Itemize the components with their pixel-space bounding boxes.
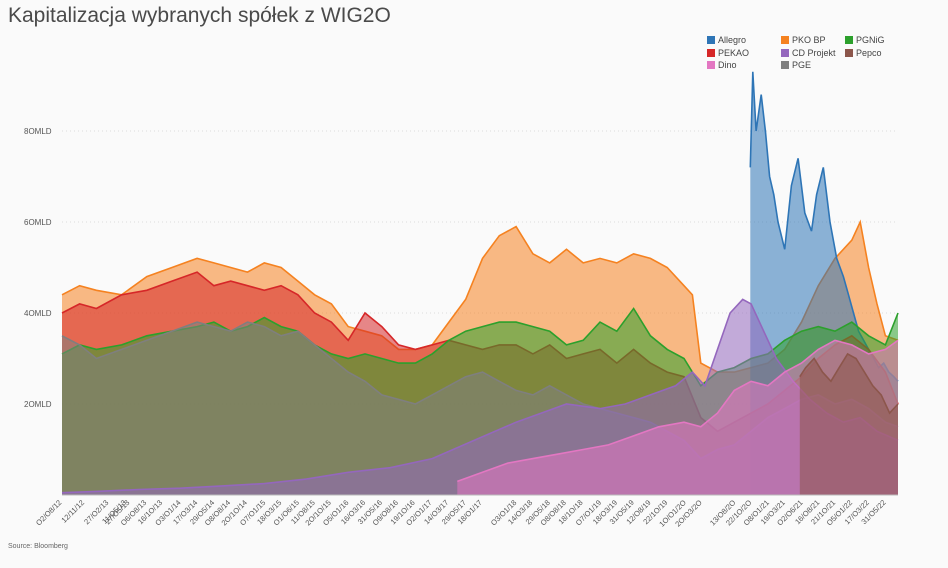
legend-swatch	[845, 36, 853, 44]
legend-swatch	[707, 36, 715, 44]
source-note: Source: Bloomberg	[8, 543, 68, 550]
legend-swatch	[845, 48, 853, 57]
series-line-pepco	[799, 352, 899, 415]
legend-item-cd-projekt: CD Projekt	[781, 48, 836, 59]
legend-swatch	[707, 61, 715, 69]
legend-label: PGE	[792, 60, 812, 70]
legend-label: PKO BP	[792, 35, 826, 45]
legend-item-pekao: PEKAO	[707, 48, 749, 59]
legend-swatch	[707, 48, 715, 57]
legend-swatch	[781, 61, 789, 69]
y-tick-label-1: 4OMLD	[24, 309, 52, 318]
legend-label: CD Projekt	[792, 47, 836, 58]
y-tick-label-3: 8OMLD	[24, 127, 52, 136]
x-tick-label-0: O2/O8/12	[34, 498, 63, 527]
series-area-dino	[457, 340, 898, 495]
legend-label: PEKAO	[718, 47, 750, 58]
legend-item-allegro: Allegro	[707, 35, 746, 46]
legend-item-pge: PGE	[781, 60, 811, 71]
chart-title: Kapitalizacja wybranych spółek z WIG2O	[8, 4, 391, 27]
series-area-pepco	[799, 353, 898, 495]
legend-item-pepco: Pepco	[845, 48, 882, 59]
legend-label: PGNiG	[856, 35, 885, 45]
series-line-dino	[457, 339, 899, 483]
legend-label: Pepco	[856, 47, 882, 58]
legend-label: Allegro	[718, 35, 747, 45]
legend-item-pko-bp: PKO BP	[781, 35, 826, 46]
legend-label: Dino	[718, 60, 737, 70]
y-tick-label-0: 2OMLD	[24, 400, 52, 409]
legend-swatch	[781, 36, 789, 44]
legend-item-dino: Dino	[707, 60, 737, 71]
legend-swatch	[781, 48, 789, 57]
y-tick-label-2: 6OMLD	[24, 218, 52, 227]
legend-item-pgnig: PGNiG	[845, 35, 885, 46]
